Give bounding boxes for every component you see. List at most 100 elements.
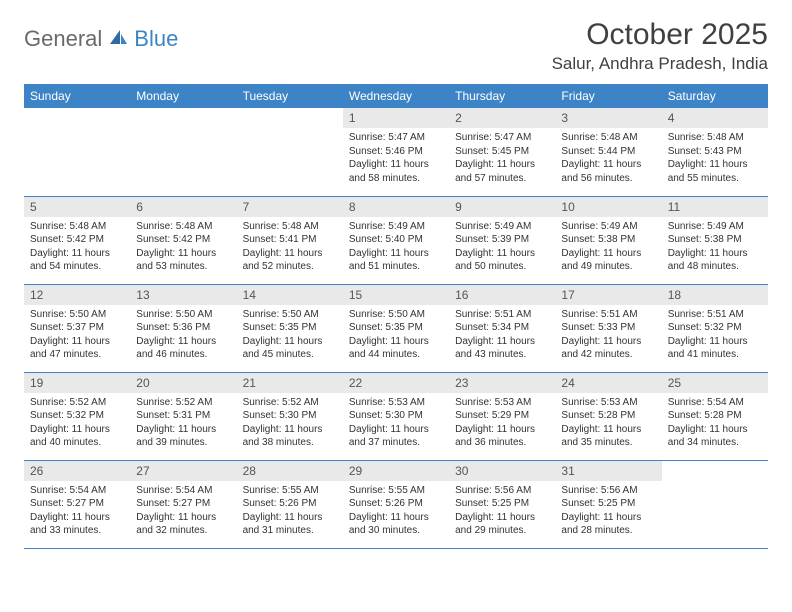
daylight-line: Daylight: 11 hours and 56 minutes. bbox=[561, 158, 655, 185]
daylight-line: Daylight: 11 hours and 48 minutes. bbox=[668, 247, 762, 274]
day-content: Sunrise: 5:50 AMSunset: 5:36 PMDaylight:… bbox=[130, 305, 236, 365]
daylight-line: Daylight: 11 hours and 54 minutes. bbox=[30, 247, 124, 274]
daylight-line: Daylight: 11 hours and 49 minutes. bbox=[561, 247, 655, 274]
day-content: Sunrise: 5:51 AMSunset: 5:34 PMDaylight:… bbox=[449, 305, 555, 365]
day-number: 11 bbox=[662, 197, 768, 217]
day-number: 30 bbox=[449, 461, 555, 481]
calendar-cell: 19Sunrise: 5:52 AMSunset: 5:32 PMDayligh… bbox=[24, 372, 130, 460]
sunset-line: Sunset: 5:34 PM bbox=[455, 321, 549, 335]
sunrise-line: Sunrise: 5:48 AM bbox=[561, 131, 655, 145]
sunrise-line: Sunrise: 5:51 AM bbox=[561, 308, 655, 322]
day-number: 26 bbox=[24, 461, 130, 481]
sunset-line: Sunset: 5:30 PM bbox=[349, 409, 443, 423]
day-content: Sunrise: 5:48 AMSunset: 5:42 PMDaylight:… bbox=[130, 217, 236, 277]
sunset-line: Sunset: 5:25 PM bbox=[561, 497, 655, 511]
daylight-line: Daylight: 11 hours and 57 minutes. bbox=[455, 158, 549, 185]
sunset-line: Sunset: 5:32 PM bbox=[30, 409, 124, 423]
calendar-cell: 30Sunrise: 5:56 AMSunset: 5:25 PMDayligh… bbox=[449, 460, 555, 548]
calendar-cell: 3Sunrise: 5:48 AMSunset: 5:44 PMDaylight… bbox=[555, 108, 661, 196]
day-number: 1 bbox=[343, 108, 449, 128]
sunrise-line: Sunrise: 5:49 AM bbox=[349, 220, 443, 234]
daylight-line: Daylight: 11 hours and 45 minutes. bbox=[243, 335, 337, 362]
sunrise-line: Sunrise: 5:49 AM bbox=[668, 220, 762, 234]
location: Salur, Andhra Pradesh, India bbox=[552, 54, 768, 74]
calendar-cell: 26Sunrise: 5:54 AMSunset: 5:27 PMDayligh… bbox=[24, 460, 130, 548]
day-number: 9 bbox=[449, 197, 555, 217]
daylight-line: Daylight: 11 hours and 51 minutes. bbox=[349, 247, 443, 274]
daylight-line: Daylight: 11 hours and 41 minutes. bbox=[668, 335, 762, 362]
sunrise-line: Sunrise: 5:55 AM bbox=[243, 484, 337, 498]
calendar-cell: 9Sunrise: 5:49 AMSunset: 5:39 PMDaylight… bbox=[449, 196, 555, 284]
calendar-cell: 13Sunrise: 5:50 AMSunset: 5:36 PMDayligh… bbox=[130, 284, 236, 372]
calendar-cell: 29Sunrise: 5:55 AMSunset: 5:26 PMDayligh… bbox=[343, 460, 449, 548]
sunset-line: Sunset: 5:33 PM bbox=[561, 321, 655, 335]
calendar-week-row: 19Sunrise: 5:52 AMSunset: 5:32 PMDayligh… bbox=[24, 372, 768, 460]
day-number: 27 bbox=[130, 461, 236, 481]
calendar-cell: 22Sunrise: 5:53 AMSunset: 5:30 PMDayligh… bbox=[343, 372, 449, 460]
day-number: 31 bbox=[555, 461, 661, 481]
day-number: 14 bbox=[237, 285, 343, 305]
day-number: 5 bbox=[24, 197, 130, 217]
day-number: 6 bbox=[130, 197, 236, 217]
sunrise-line: Sunrise: 5:50 AM bbox=[136, 308, 230, 322]
calendar-cell: 6Sunrise: 5:48 AMSunset: 5:42 PMDaylight… bbox=[130, 196, 236, 284]
sunrise-line: Sunrise: 5:52 AM bbox=[136, 396, 230, 410]
day-number: 3 bbox=[555, 108, 661, 128]
sunset-line: Sunset: 5:40 PM bbox=[349, 233, 443, 247]
calendar-cell: 21Sunrise: 5:52 AMSunset: 5:30 PMDayligh… bbox=[237, 372, 343, 460]
sunset-line: Sunset: 5:41 PM bbox=[243, 233, 337, 247]
sunrise-line: Sunrise: 5:51 AM bbox=[668, 308, 762, 322]
daylight-line: Daylight: 11 hours and 38 minutes. bbox=[243, 423, 337, 450]
day-number: 23 bbox=[449, 373, 555, 393]
sunrise-line: Sunrise: 5:56 AM bbox=[561, 484, 655, 498]
weekday-header: Monday bbox=[130, 84, 236, 108]
sunset-line: Sunset: 5:46 PM bbox=[349, 145, 443, 159]
sunset-line: Sunset: 5:26 PM bbox=[243, 497, 337, 511]
weekday-header: Wednesday bbox=[343, 84, 449, 108]
day-number: 25 bbox=[662, 373, 768, 393]
calendar-cell: 10Sunrise: 5:49 AMSunset: 5:38 PMDayligh… bbox=[555, 196, 661, 284]
day-content: Sunrise: 5:50 AMSunset: 5:37 PMDaylight:… bbox=[24, 305, 130, 365]
sunrise-line: Sunrise: 5:50 AM bbox=[30, 308, 124, 322]
calendar-cell bbox=[237, 108, 343, 196]
daylight-line: Daylight: 11 hours and 37 minutes. bbox=[349, 423, 443, 450]
daylight-line: Daylight: 11 hours and 35 minutes. bbox=[561, 423, 655, 450]
day-content: Sunrise: 5:53 AMSunset: 5:30 PMDaylight:… bbox=[343, 393, 449, 453]
calendar-week-row: 26Sunrise: 5:54 AMSunset: 5:27 PMDayligh… bbox=[24, 460, 768, 548]
day-number: 7 bbox=[237, 197, 343, 217]
day-content: Sunrise: 5:51 AMSunset: 5:33 PMDaylight:… bbox=[555, 305, 661, 365]
daylight-line: Daylight: 11 hours and 55 minutes. bbox=[668, 158, 762, 185]
sunrise-line: Sunrise: 5:54 AM bbox=[136, 484, 230, 498]
weekday-header: Tuesday bbox=[237, 84, 343, 108]
daylight-line: Daylight: 11 hours and 53 minutes. bbox=[136, 247, 230, 274]
day-number: 13 bbox=[130, 285, 236, 305]
sunrise-line: Sunrise: 5:50 AM bbox=[349, 308, 443, 322]
day-number: 28 bbox=[237, 461, 343, 481]
sunrise-line: Sunrise: 5:48 AM bbox=[30, 220, 124, 234]
sunset-line: Sunset: 5:43 PM bbox=[668, 145, 762, 159]
title-block: October 2025 Salur, Andhra Pradesh, Indi… bbox=[552, 18, 768, 74]
sunset-line: Sunset: 5:42 PM bbox=[30, 233, 124, 247]
day-content: Sunrise: 5:49 AMSunset: 5:38 PMDaylight:… bbox=[555, 217, 661, 277]
calendar-cell: 16Sunrise: 5:51 AMSunset: 5:34 PMDayligh… bbox=[449, 284, 555, 372]
day-content: Sunrise: 5:54 AMSunset: 5:27 PMDaylight:… bbox=[24, 481, 130, 541]
day-content: Sunrise: 5:56 AMSunset: 5:25 PMDaylight:… bbox=[449, 481, 555, 541]
sunrise-line: Sunrise: 5:53 AM bbox=[561, 396, 655, 410]
daylight-line: Daylight: 11 hours and 33 minutes. bbox=[30, 511, 124, 538]
day-content: Sunrise: 5:55 AMSunset: 5:26 PMDaylight:… bbox=[237, 481, 343, 541]
day-number: 24 bbox=[555, 373, 661, 393]
calendar-cell bbox=[130, 108, 236, 196]
calendar-week-row: 5Sunrise: 5:48 AMSunset: 5:42 PMDaylight… bbox=[24, 196, 768, 284]
day-number: 17 bbox=[555, 285, 661, 305]
calendar-body: 1Sunrise: 5:47 AMSunset: 5:46 PMDaylight… bbox=[24, 108, 768, 548]
calendar-cell: 12Sunrise: 5:50 AMSunset: 5:37 PMDayligh… bbox=[24, 284, 130, 372]
sunset-line: Sunset: 5:27 PM bbox=[30, 497, 124, 511]
sunrise-line: Sunrise: 5:53 AM bbox=[455, 396, 549, 410]
sunrise-line: Sunrise: 5:52 AM bbox=[30, 396, 124, 410]
sunrise-line: Sunrise: 5:54 AM bbox=[668, 396, 762, 410]
day-content: Sunrise: 5:47 AMSunset: 5:45 PMDaylight:… bbox=[449, 128, 555, 188]
day-number: 22 bbox=[343, 373, 449, 393]
weekday-header: Friday bbox=[555, 84, 661, 108]
sunset-line: Sunset: 5:31 PM bbox=[136, 409, 230, 423]
day-content: Sunrise: 5:47 AMSunset: 5:46 PMDaylight:… bbox=[343, 128, 449, 188]
